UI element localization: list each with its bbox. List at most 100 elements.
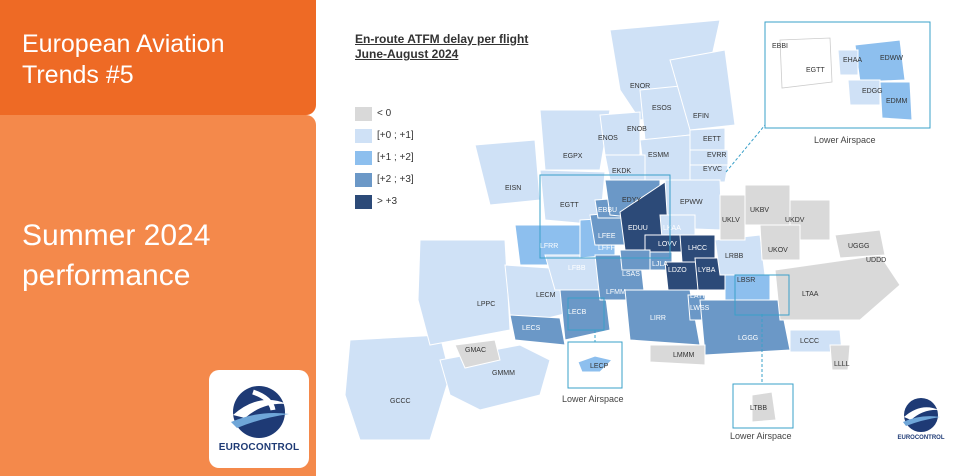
left-panel: European Aviation Trends #5 Summer 2024 … [0,0,316,476]
region-label: LJLA [652,261,668,268]
region-label: LECM [536,292,556,299]
eurocontrol-logo-text: EUROCONTROL [218,442,300,453]
region-label: LLLL [834,361,850,368]
legend-swatch [355,195,372,209]
inset-caption-spain: Lower Airspace [562,394,624,404]
region-label: LFFF [598,245,615,252]
inset-label: EDGG [862,88,883,95]
region-label: UGGG [848,243,869,250]
inset-label: EDWW [880,55,903,62]
region-label: LGGG [738,335,758,342]
region-ekdk [604,154,646,181]
inset-label: EHAA [843,57,862,64]
region-llll [829,344,851,371]
eurocontrol-logo-card: EUROCONTROL [209,370,309,468]
region-label: EGTT [560,202,579,209]
region-label: GCCC [390,398,411,405]
region-label: EDUU [628,225,648,232]
corner-logo: EUROCONTROL [893,396,949,446]
region-label: EFIN [693,113,709,120]
region-label: UKDV [785,217,805,224]
region-label: LECS [522,325,541,332]
region-lsas [619,249,651,271]
region-lecs [509,314,566,346]
region-lfbb [544,254,601,291]
region-label: UKLV [722,217,740,224]
region-label: LMMM [673,352,695,359]
inset-label: LTBB [750,405,767,412]
legend-swatch [355,151,372,165]
region-label: EETT [703,136,722,143]
report-subtitle: Summer 2024 performance [22,219,211,292]
inset-lower-airspace-ltbb: LTBB [732,383,794,429]
region-label: LRBB [725,253,744,260]
legend-label: [+0 ; +1] [377,130,414,141]
region-efin [669,49,736,131]
region-label: ESMM [648,152,669,159]
region-label: LYBA [698,267,716,274]
region-label: LFMM [606,289,626,296]
region-enos [599,111,641,156]
legend-swatch [355,107,372,121]
region-lppc [417,239,511,346]
europe-airspace-map: ENOR ESOS EFIN ENOS ENOB ESMM EETT EVRR … [344,19,931,441]
region-lmmm [649,344,706,366]
region-label: EYVC [703,166,722,173]
region-label: UDDD [866,257,886,264]
inset-label: EBBI [772,43,788,50]
map-title: En-route ATFM delay per flight June-Augu… [355,32,528,62]
region-ltaa [774,254,901,321]
legend-label: > +3 [377,196,398,207]
region-label: LHCC [688,245,707,252]
inset-label: LECP [590,363,609,370]
region-label: LKAA [663,225,681,232]
region-label: EVRR [707,152,726,159]
region-eyvc [689,164,729,183]
region-label: LSAS [622,271,640,278]
region-label: LATI [690,293,704,300]
region-egpx [539,109,611,171]
inset-caption-ltbb: Lower Airspace [730,431,792,441]
region-label: ENOR [630,83,650,90]
legend-label: [+2 ; +3] [377,174,414,185]
inset-lower-airspace-north: EBBI EGTT EHAA EDWW EDGG EDMM [764,21,931,129]
region-label: LCCC [800,338,819,345]
region-label: LIRR [650,315,666,322]
region-uggg [834,229,886,259]
region-label: ENOS [598,135,618,142]
region-label: GMAC [465,347,486,354]
region-label: LFEE [598,233,616,240]
region-gccc [344,334,451,441]
region-eisn [474,139,541,206]
report-title: European Aviation Trends #5 [22,30,225,89]
region-label: EPWW [680,199,703,206]
region-uklv [719,194,746,241]
region-label: EGPX [563,153,583,160]
map-title-line2: June-August 2024 [355,47,459,61]
region-label: ENOB [627,126,647,133]
region-ukbv [744,184,791,226]
legend-swatch [355,173,372,187]
region-label: GMMM [492,370,515,377]
legend-label: [+1 ; +2] [377,152,414,163]
legend-label: < 0 [377,108,392,119]
region-gmac [454,339,501,369]
region-label: LFRR [540,243,558,250]
region-label: LECB [568,309,587,316]
region-label: LPPC [477,301,495,308]
legend-swatch [355,129,372,143]
region-label: UKOV [768,247,788,254]
region-label: UKBV [750,207,769,214]
region-ukov [759,224,801,261]
region-lggg [699,299,791,356]
region-label: EBBU [598,207,617,214]
region-label: LBSR [737,277,755,284]
map-title-line1: En-route ATFM delay per flight [355,32,529,46]
inset-label: EDMM [886,98,908,105]
inset-lower-airspace-spain: LECP [567,341,623,389]
region-label: EDYY [622,197,641,204]
inset-label: EGTT [806,67,825,74]
region-label: LTAA [802,291,819,298]
title-banner: European Aviation Trends #5 [0,0,316,115]
region-label: EISN [505,185,521,192]
